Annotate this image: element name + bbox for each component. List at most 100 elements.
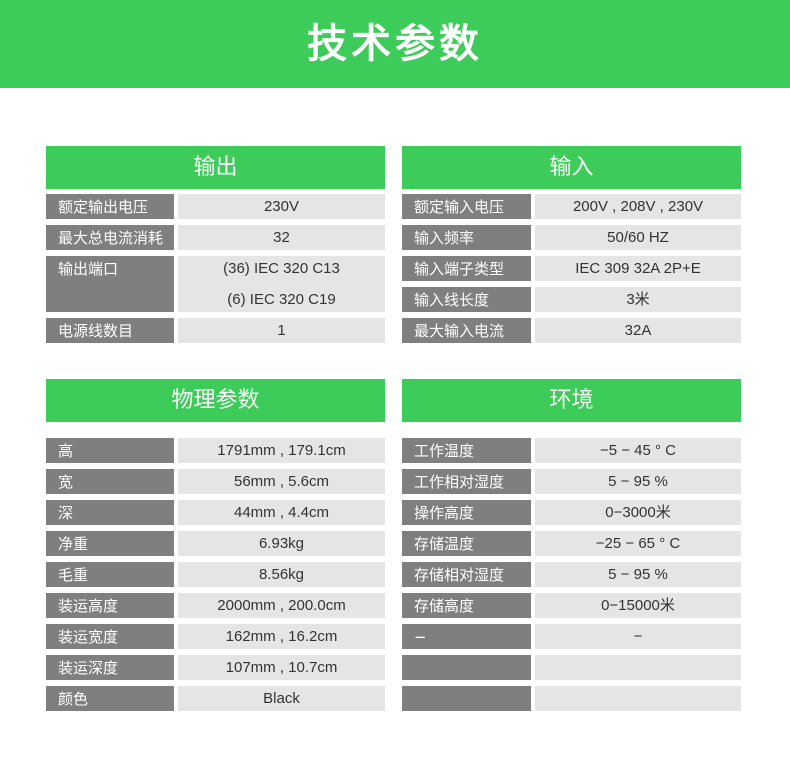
table-row: 装运宽度 162mm , 16.2cm bbox=[46, 624, 385, 649]
table-row: 深 44mm , 4.4cm bbox=[46, 500, 385, 525]
value-line: 0−3000米 bbox=[605, 504, 671, 521]
output-header: 输出 bbox=[46, 146, 385, 189]
row-value: IEC 309 32A 2P+E bbox=[535, 256, 741, 281]
row-value: 3米 bbox=[535, 287, 741, 312]
input-header: 输入 bbox=[402, 146, 741, 189]
value-line: −25 − 65 ° C bbox=[595, 535, 681, 552]
row-label: 毛重 bbox=[46, 562, 174, 587]
value-line: 56mm , 5.6cm bbox=[233, 473, 330, 490]
row-value: 107mm , 10.7cm bbox=[178, 655, 385, 680]
value-line: 1 bbox=[277, 322, 286, 339]
table-row: 宽 56mm , 5.6cm bbox=[46, 469, 385, 494]
value-line: 107mm , 10.7cm bbox=[225, 659, 338, 676]
row-label: 颜色 bbox=[46, 686, 174, 711]
row-value: 1 bbox=[178, 318, 385, 343]
value-line bbox=[535, 655, 741, 686]
value-line: Black bbox=[263, 690, 300, 707]
value-line: −5 − 45 ° C bbox=[599, 442, 677, 459]
value-line bbox=[535, 686, 741, 717]
row-label bbox=[402, 655, 531, 680]
value-line: 32 bbox=[273, 229, 290, 246]
value-line: 6.93kg bbox=[258, 535, 305, 552]
row-value: 44mm , 4.4cm bbox=[178, 500, 385, 525]
row-label: 装运深度 bbox=[46, 655, 174, 680]
table-row bbox=[402, 686, 741, 711]
row-label: 额定输入电压 bbox=[402, 194, 531, 219]
row-label: 电源线数目 bbox=[46, 318, 174, 343]
row-label: 最大总电流消耗 bbox=[46, 225, 174, 250]
value-line: 162mm , 16.2cm bbox=[225, 628, 338, 645]
row-value: 162mm , 16.2cm bbox=[178, 624, 385, 649]
table-row: 存储相对湿度 5 − 95 % bbox=[402, 562, 741, 587]
table-row: 颜色 Black bbox=[46, 686, 385, 711]
row-label: 输入线长度 bbox=[402, 287, 531, 312]
page-title: 技术参数 bbox=[0, 0, 790, 88]
input-table: 输入 额定输入电压 200V , 208V , 230V 输入频率 50/60 HZ 输入… bbox=[402, 146, 741, 343]
table-row: 工作温度 −5 − 45 ° C bbox=[402, 438, 741, 463]
value-line: 5 − 95 % bbox=[608, 566, 668, 583]
value-line: 200V , 208V , 230V bbox=[572, 198, 704, 215]
row-value: 32 bbox=[178, 225, 385, 250]
value-line: IEC 309 32A 2P+E bbox=[575, 260, 701, 277]
value-line: − bbox=[633, 628, 643, 645]
table-row: 输入频率 50/60 HZ bbox=[402, 225, 741, 250]
row-value: 2000mm , 200.0cm bbox=[178, 593, 385, 618]
row-value: 8.56kg bbox=[178, 562, 385, 587]
table-row: − − bbox=[402, 624, 741, 649]
table-row bbox=[402, 655, 741, 680]
row-label: 存储高度 bbox=[402, 593, 531, 618]
row-label: 净重 bbox=[46, 531, 174, 556]
row-value: 5 − 95 % bbox=[535, 562, 741, 587]
environment-header: 环境 bbox=[402, 379, 741, 422]
row-value: 6.93kg bbox=[178, 531, 385, 556]
row-label: 存储相对湿度 bbox=[402, 562, 531, 587]
value-line: 0−15000米 bbox=[601, 597, 675, 614]
value-line: 3米 bbox=[626, 291, 650, 308]
row-label: 存储温度 bbox=[402, 531, 531, 556]
row-value: 0−3000米 bbox=[535, 500, 741, 525]
row-value: (36) IEC 320 C13 (6) IEC 320 C19 bbox=[178, 256, 385, 312]
row-label: 操作高度 bbox=[402, 500, 531, 525]
row-label: 深 bbox=[46, 500, 174, 525]
row-label: 输出端口 bbox=[46, 256, 174, 312]
row-value: 50/60 HZ bbox=[535, 225, 741, 250]
environment-table: 环境 工作温度 −5 − 45 ° C 工作相对湿度 5 − 95 % 操作高度 0−300… bbox=[402, 379, 741, 711]
table-row: 电源线数目 1 bbox=[46, 318, 385, 343]
row-label: 高 bbox=[46, 438, 174, 463]
table-row: 存储温度 −25 − 65 ° C bbox=[402, 531, 741, 556]
row-label: 工作相对湿度 bbox=[402, 469, 531, 494]
row-label: 输入频率 bbox=[402, 225, 531, 250]
row-value: 200V , 208V , 230V bbox=[535, 194, 741, 219]
table-row: 额定输出电压 230V bbox=[46, 194, 385, 219]
row-value: 32A bbox=[535, 318, 741, 343]
table-row: 额定输入电压 200V , 208V , 230V bbox=[402, 194, 741, 219]
row-value: − bbox=[535, 624, 741, 649]
row-value: 5 − 95 % bbox=[535, 469, 741, 494]
output-table: 输出额定输出电压 230V 最大总电流消耗 32 输出端口 (36) IEC 320 C1… bbox=[46, 146, 385, 343]
row-label bbox=[402, 686, 531, 711]
row-label: 最大输入电流 bbox=[402, 318, 531, 343]
value-line: 1791mm , 179.1cm bbox=[217, 442, 346, 459]
value-line: 2000mm , 200.0cm bbox=[217, 597, 346, 614]
value-line: (6) IEC 320 C19 bbox=[227, 291, 336, 308]
table-row: 输入线长度 3米 bbox=[402, 287, 741, 312]
table-row: 最大总电流消耗 32 bbox=[46, 225, 385, 250]
table-row: 工作相对湿度 5 − 95 % bbox=[402, 469, 741, 494]
value-line: 44mm , 4.4cm bbox=[233, 504, 330, 521]
row-value: 1791mm , 179.1cm bbox=[178, 438, 385, 463]
row-label: 工作温度 bbox=[402, 438, 531, 463]
row-value: −5 − 45 ° C bbox=[535, 438, 741, 463]
physical-header: 物理参数 bbox=[46, 379, 385, 422]
row-value: 0−15000米 bbox=[535, 593, 741, 618]
row-label: 宽 bbox=[46, 469, 174, 494]
row-value: −25 − 65 ° C bbox=[535, 531, 741, 556]
table-row: 输出端口 (36) IEC 320 C13 (6) IEC 320 C19 bbox=[46, 256, 385, 312]
table-row: 高 1791mm , 179.1cm bbox=[46, 438, 385, 463]
row-value: 56mm , 5.6cm bbox=[178, 469, 385, 494]
row-label: − bbox=[402, 624, 531, 649]
value-line: 230V bbox=[263, 198, 300, 215]
row-value: Black bbox=[178, 686, 385, 711]
value-line: 32A bbox=[624, 322, 652, 339]
row-label: 装运宽度 bbox=[46, 624, 174, 649]
table-row: 净重 6.93kg bbox=[46, 531, 385, 556]
